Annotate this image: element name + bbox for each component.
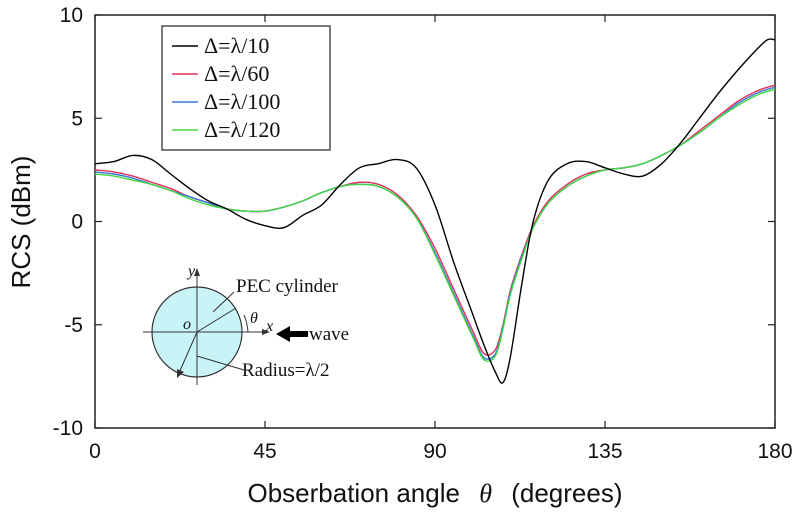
radius-arrowhead — [177, 369, 184, 378]
x-tick-label: 90 — [423, 440, 446, 463]
inset-title: PEC cylinder — [236, 276, 339, 297]
y-tick-label: -10 — [53, 417, 83, 440]
legend-label-4: Δ=λ/120 — [204, 117, 280, 142]
y-tick-label: 10 — [60, 4, 83, 27]
inset-radius-label: Radius=λ/2 — [242, 360, 330, 381]
x-tick-label: 0 — [89, 440, 101, 463]
radius-leader — [196, 355, 245, 371]
legend-label-2: Δ=λ/60 — [204, 61, 269, 86]
x-tick-label: 45 — [253, 440, 276, 463]
wave-arrow-icon — [276, 326, 308, 342]
y-tick-label: -5 — [64, 314, 83, 337]
y-axis-label: RCS (dBm) — [6, 156, 36, 289]
angle-ray — [196, 307, 237, 333]
x-axis-label: Obserbation angle θ (degrees) — [247, 478, 622, 508]
series-line-1 — [94, 38, 776, 384]
angle-arc — [243, 314, 249, 333]
legend-label-1: Δ=λ/10 — [204, 33, 269, 58]
series-line-4 — [94, 88, 776, 362]
legend-label-3: Δ=λ/100 — [204, 89, 280, 114]
tick-labels: 0 45 90 135 180 -10 -5 0 5 10 — [53, 4, 793, 463]
x-tick-label: 135 — [587, 440, 622, 463]
inset-origin-label: o — [183, 316, 191, 333]
x-tick-label: 180 — [757, 440, 792, 463]
cylinder-inset: y o θ x wave PEC cylinder Radius=λ/2 — [143, 263, 349, 385]
legend: Δ=λ/10 Δ=λ/60 Δ=λ/100 Δ=λ/120 — [161, 25, 331, 151]
y-tick-label: 0 — [71, 211, 83, 234]
radius-line — [178, 331, 198, 374]
inset-y-arrowhead — [194, 268, 200, 276]
y-tick-label: 5 — [71, 107, 83, 130]
x-axis-label-symbol: θ — [479, 479, 492, 508]
inset-y-label: y — [186, 263, 196, 280]
tick-marks — [94, 14, 776, 429]
inset-angle-label: θ — [250, 310, 258, 327]
series-lines — [94, 38, 776, 384]
pec-leader — [212, 291, 235, 313]
inset-x-arrowhead — [262, 329, 270, 335]
inset-wave-label: wave — [309, 324, 349, 345]
x-axis-label-unit: (degrees) — [511, 478, 622, 508]
x-axis-label-text: Obserbation angle — [247, 478, 459, 508]
inset-x-label: x — [265, 318, 273, 335]
